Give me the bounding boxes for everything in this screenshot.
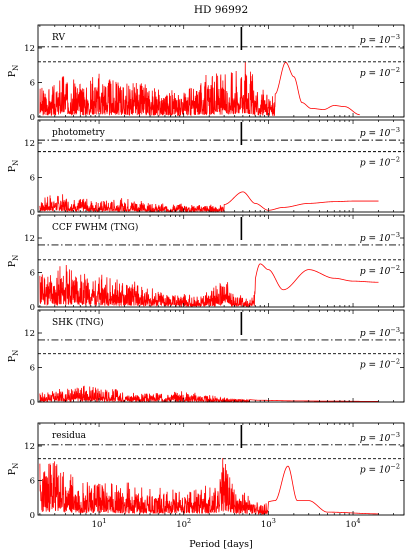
y-tick-label: 12 [24, 44, 35, 54]
y-axis-title: PN [7, 160, 20, 173]
x-axis-title: Period [days] [189, 539, 252, 550]
x-tick-label: 104 [346, 517, 361, 530]
panel-2: p = 10−3 p = 10−2 CCF FWHM (TNG) 0 6 12 PN [7, 214, 405, 313]
y-tick-label: 12 [24, 234, 35, 244]
y-tick-label: 12 [24, 442, 35, 452]
series-line-4 [39, 458, 379, 516]
panel-0: p = 10−3 p = 10−2 RV 0 6 12 PN [7, 24, 405, 123]
figure-title: HD 96992 [194, 4, 248, 16]
series-line-2 [39, 263, 379, 308]
y-tick-label: 0 [30, 511, 35, 521]
panel-label: SHK (TNG) [52, 317, 104, 328]
y-axis-title: PN [7, 463, 20, 476]
y-tick-label: 0 [30, 303, 35, 313]
panel-label: residua [52, 431, 87, 441]
fap-label-p3: p = 10−3 [360, 431, 400, 444]
x-tick-label: 102 [176, 517, 191, 530]
fap-label-p3: p = 10−3 [360, 231, 400, 244]
panel-label: RV [52, 33, 65, 43]
panel-label: photometry [52, 128, 106, 138]
fap-label-p3: p = 10−3 [360, 126, 400, 139]
y-axis-title: PN [7, 65, 20, 78]
y-tick-label: 6 [30, 364, 35, 374]
y-tick-label: 12 [24, 329, 35, 339]
panels: p = 10−3 p = 10−2 RV 0 6 12 PN p = 10−3 p = 10−2… [7, 24, 405, 530]
fap-label-p2: p = 10−2 [360, 463, 400, 476]
panel-4: p = 10−3 p = 10−2 residua 0 6 12 PN 101 102 103 10… [7, 422, 405, 530]
y-tick-label: 6 [30, 174, 35, 184]
panel-3: p = 10−3 p = 10−2 SHK (TNG) 0 6 12 PN [7, 309, 405, 408]
panel-frame [37, 214, 405, 308]
x-tick-label: 101 [92, 517, 107, 530]
y-tick-label: 0 [30, 113, 35, 123]
panel-frame [37, 309, 405, 403]
panel-frame [37, 422, 405, 516]
fap-label-p2: p = 10−2 [360, 66, 400, 79]
y-tick-label: 6 [30, 269, 35, 279]
y-tick-label: 6 [30, 477, 35, 487]
x-tick-label: 103 [261, 517, 276, 530]
panel-frame [37, 24, 405, 118]
fap-label-p3: p = 10−3 [360, 33, 400, 46]
y-axis-title: PN [7, 255, 20, 268]
y-tick-label: 0 [30, 208, 35, 218]
panel-frame [37, 119, 405, 213]
y-tick-label: 0 [30, 398, 35, 408]
panel-1: p = 10−3 p = 10−2 photometry 0 6 12 PN [7, 119, 405, 218]
fap-label-p2: p = 10−2 [360, 358, 400, 371]
panel-label: CCF FWHM (TNG) [52, 222, 138, 233]
series-line-0 [39, 61, 360, 117]
series-line-1 [39, 191, 379, 214]
fap-label-p3: p = 10−3 [360, 326, 400, 339]
fap-label-p2: p = 10−2 [360, 156, 400, 169]
y-tick-label: 12 [24, 139, 35, 149]
y-axis-title: PN [7, 350, 20, 363]
series-line-3 [39, 385, 379, 404]
y-tick-label: 6 [30, 79, 35, 89]
fap-label-p2: p = 10−2 [360, 264, 400, 277]
